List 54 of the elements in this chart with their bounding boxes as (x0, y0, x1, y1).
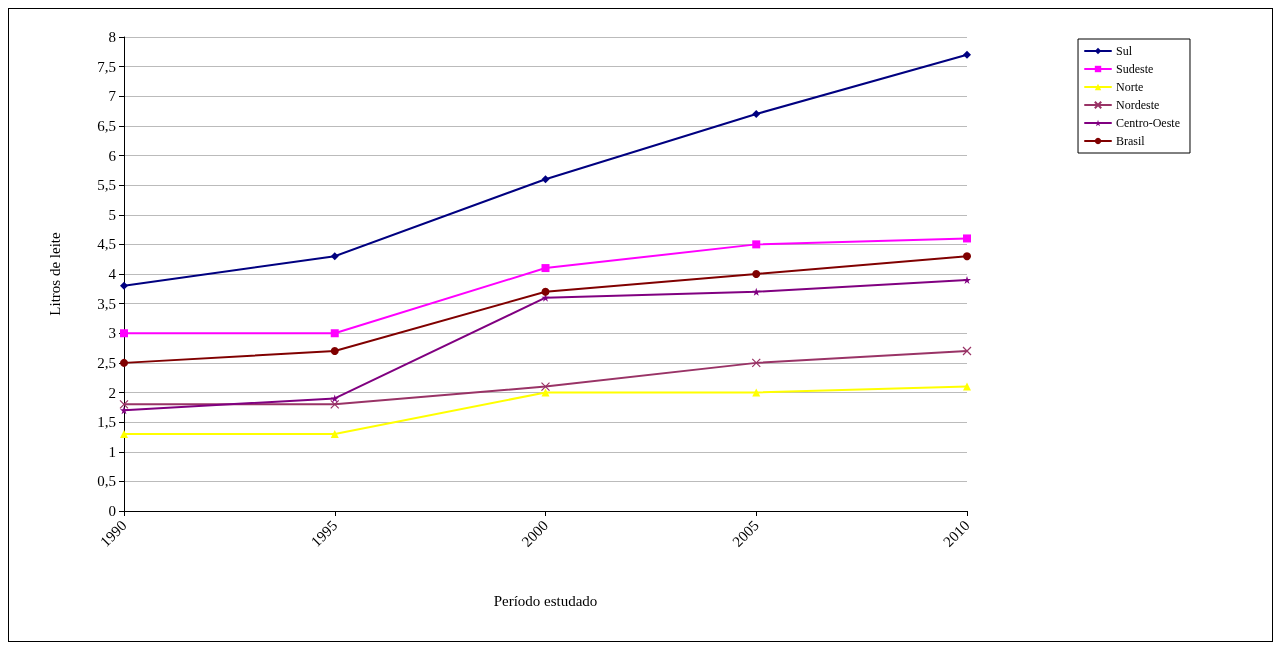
legend-label: Centro-Oeste (1116, 116, 1181, 130)
y-tick-label: 8 (108, 29, 116, 45)
point (330, 252, 339, 261)
point (752, 270, 761, 278)
legend-label: Brasil (1116, 134, 1146, 148)
point (330, 399, 340, 409)
y-tick-label: 4 (108, 266, 117, 282)
y-tick-label: 6 (108, 147, 117, 164)
point (120, 329, 128, 338)
point (962, 346, 972, 356)
point (752, 240, 761, 249)
point (120, 281, 128, 290)
legend-label: Sudeste (1116, 62, 1154, 76)
y-tick-label: 5 (108, 206, 116, 223)
y-tick-label: 3 (108, 325, 116, 342)
y-tick-label: 1,5 (97, 414, 116, 431)
point (119, 399, 129, 409)
point (541, 264, 550, 273)
y-tick-label: 4,5 (97, 236, 116, 253)
y-tick-label: 7,5 (97, 58, 116, 75)
y-tick-label: 1 (108, 443, 116, 460)
point (540, 381, 551, 392)
y-tick-label: 5,5 (97, 177, 116, 194)
y-tick-label: 2,5 (97, 354, 116, 371)
point (120, 406, 128, 415)
point (120, 358, 128, 367)
legend-label: Sul (1116, 44, 1133, 58)
point (330, 329, 339, 338)
y-tick-label: 6,5 (97, 117, 116, 134)
legend-label: Norte (1116, 80, 1144, 94)
y-tick-label: 2 (108, 384, 116, 401)
point (752, 110, 761, 119)
point (963, 275, 971, 284)
point (541, 388, 550, 397)
y-axis-title: Litros de leite (46, 232, 63, 316)
point (752, 287, 761, 296)
y-tick-label: 7 (108, 88, 117, 105)
y-tick-label: 0 (108, 503, 116, 519)
point (330, 429, 339, 438)
y-tick-label: 0,5 (97, 473, 116, 490)
x-axis-title: Período estudado (493, 592, 598, 609)
point (120, 429, 128, 438)
point (963, 382, 971, 391)
point (751, 358, 761, 368)
point (752, 388, 761, 397)
point (330, 394, 339, 403)
point (963, 234, 971, 243)
point (963, 50, 971, 59)
point (541, 287, 550, 296)
legend-label: Nordeste (1116, 98, 1160, 112)
point (541, 175, 550, 184)
y-tick-label: 3,5 (97, 295, 116, 312)
point (963, 252, 971, 261)
point (330, 347, 339, 356)
